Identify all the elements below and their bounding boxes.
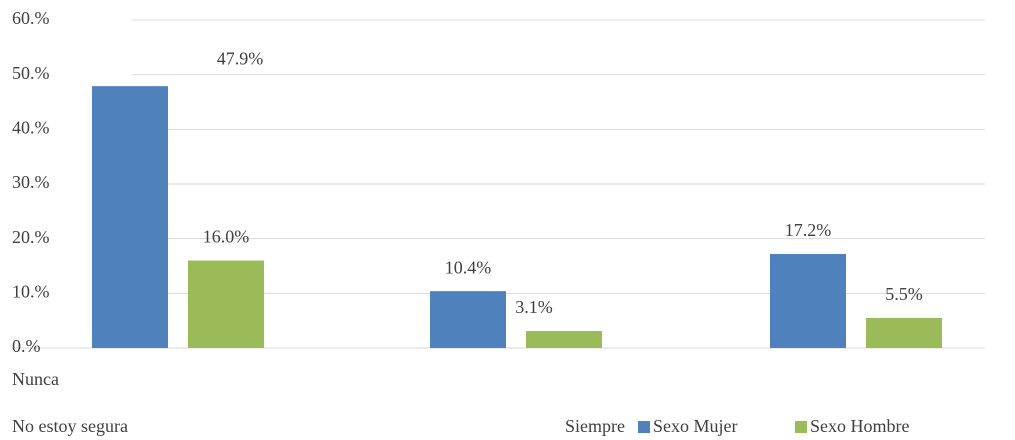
y-tick-label: 30.% [12, 172, 50, 192]
y-tick-label: 10.% [12, 281, 50, 301]
data-label: 16.0% [203, 227, 250, 247]
data-label: 3.1% [515, 297, 553, 317]
bar [92, 86, 168, 348]
legend-label: Sexo Hombre [810, 416, 909, 436]
y-tick-label: 0.% [12, 336, 41, 356]
x-tick-label: No estoy segura [12, 416, 128, 436]
bar [526, 331, 602, 348]
bar [430, 291, 506, 348]
y-tick-label: 60.% [12, 8, 50, 28]
bar [770, 253, 846, 348]
legend-label: Sexo Mujer [653, 416, 738, 436]
bar [866, 317, 942, 348]
data-label: 17.2% [785, 220, 832, 240]
x-tick-label: Nunca [12, 369, 59, 389]
x-tick-label: Siempre [565, 416, 625, 436]
y-tick-label: 20.% [12, 227, 50, 247]
y-tick-label: 50.% [12, 63, 50, 83]
data-label: 47.9% [217, 48, 264, 68]
legend-swatch [795, 421, 807, 433]
y-tick-label: 40.% [12, 117, 50, 137]
bar [188, 260, 264, 348]
data-label: 5.5% [885, 284, 923, 304]
data-label: 10.4% [445, 257, 492, 277]
legend-swatch [638, 421, 650, 433]
